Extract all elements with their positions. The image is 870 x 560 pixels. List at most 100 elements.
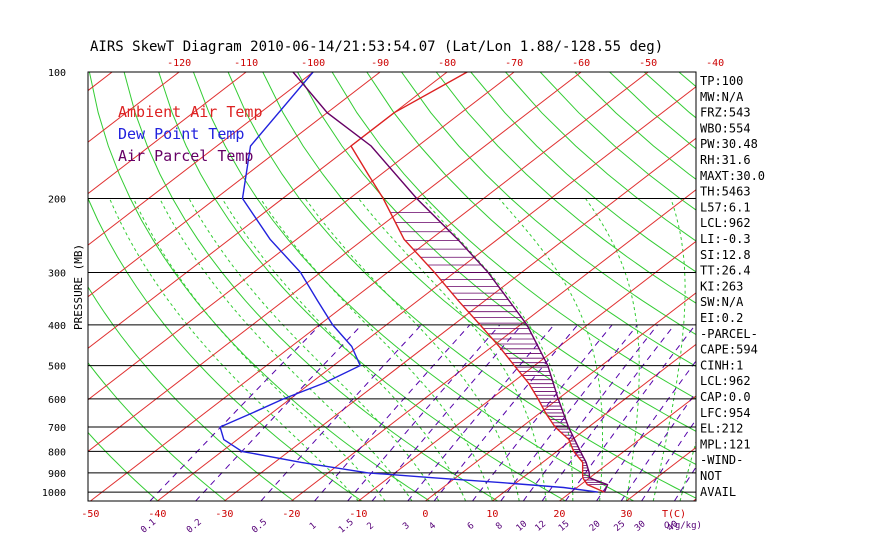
bottom-tick-label: 30: [620, 509, 632, 520]
bottom-tick-label: -40: [148, 509, 166, 520]
mixing-ratio-line: [620, 391, 696, 501]
dry-adiabat-line: [470, 72, 696, 273]
isobars: [88, 197, 696, 493]
dry-adiabat-line: [88, 197, 363, 501]
index-item: LCL:962: [700, 374, 751, 388]
index-item: MPL:121: [700, 437, 751, 451]
series-line-ambient-air-temp: [350, 72, 605, 493]
index-item: CINH:1: [700, 358, 743, 372]
plot-frame: [87, 71, 697, 502]
legend-entry: Dew Point Temp: [118, 125, 244, 143]
index-item: MAXT:30.0: [700, 169, 765, 183]
index-item: TH:5463: [700, 185, 751, 199]
dry-adiabat-line: [435, 72, 696, 304]
bottom-temp-ticks: -50 -40 -30 -20 -10 0 10 20 30: [81, 509, 632, 520]
index-item: LI:-0.3: [700, 232, 751, 246]
isotherm-line: [827, 72, 870, 501]
top-tick-label: -120: [167, 58, 191, 69]
pressure-tick-label: 800: [48, 447, 66, 458]
mixing-ratio-label: 0.1: [139, 517, 158, 535]
legend: Ambient Air Temp Dew Point Temp Air Parcel…: [118, 103, 263, 165]
top-tick-label: -50: [639, 58, 657, 69]
index-item: SI:12.8: [700, 248, 751, 262]
chart-title: AIRS SkewT Diagram 2010-06-14/21:53:54.0…: [90, 39, 663, 55]
dry-adiabat-line: [227, 72, 696, 499]
dry-adiabat-line: [88, 431, 159, 501]
pressure-tick-label: 400: [48, 321, 66, 332]
moist-adiabat-line: [221, 198, 467, 501]
index-item: -PARCEL-: [700, 327, 758, 341]
moist-adiabat-line: [304, 198, 520, 501]
mixing-ratio-line: [149, 324, 321, 501]
index-item: AVAIL: [700, 485, 736, 499]
dry-adiabat-line: [852, 72, 870, 501]
mixing-ratio-line: [433, 324, 578, 501]
isotherm-line: [88, 72, 247, 195]
top-tick-label: -70: [505, 58, 523, 69]
dry-adiabat-line: [818, 72, 870, 501]
mixing-ratio-line: [500, 324, 638, 501]
bottom-tick-label: -10: [349, 509, 367, 520]
mixing-ratio-label: 0.5: [250, 517, 269, 535]
index-item: KI:263: [700, 279, 743, 293]
mixing-ratio-line: [347, 324, 501, 501]
dry-adiabat-line: [748, 72, 870, 501]
mixing-ratio-label: 6: [466, 521, 477, 532]
moist-adiabat-line: [585, 198, 640, 501]
isotherm-line: [559, 395, 696, 501]
dry-adiabat-line: [783, 72, 870, 501]
pressure-tick-label: 900: [48, 469, 66, 480]
mixing-ratio-label: 0.2: [185, 517, 204, 535]
series-line-air-parcel-temp: [292, 72, 609, 493]
mixing-ratio-line: [641, 418, 696, 501]
moist-adiabat-line: [358, 198, 547, 501]
top-tick-label: -60: [572, 58, 590, 69]
mixing-ratio-label: 1: [308, 521, 319, 532]
isotherm-line: [0, 72, 45, 501]
isotherm-line: [760, 72, 870, 501]
dry-adiabat-line: [505, 72, 696, 242]
dry-adiabat-line: [88, 361, 227, 501]
dry-adiabat-line: [262, 72, 696, 466]
dry-adiabat-line: [297, 72, 696, 432]
y-axis-label: PRESSURE (MB): [72, 244, 85, 330]
bottom-tick-label: -20: [282, 509, 300, 520]
mixing-ratio-label: 15: [557, 519, 572, 534]
mixing-ratio-label: 20: [588, 519, 603, 534]
mixing-ratio-label: 25: [613, 519, 628, 534]
mixing-ratio-line: [541, 324, 675, 501]
top-tick-label: -80: [438, 58, 456, 69]
bottom-tick-label: -30: [215, 509, 233, 520]
top-tick-label: -100: [301, 58, 325, 69]
mixing-ratio-label: 3: [401, 521, 412, 532]
mixing-ratio-label: 4: [428, 521, 439, 532]
isotherm-line: [291, 189, 696, 501]
mixing-ratio-label: 30: [633, 519, 648, 534]
top-temp-ticks: -120 -110 -100 -90 -80 -70 -60 -50 -40: [167, 58, 724, 69]
profiles: [219, 72, 609, 493]
bottom-tick-label: 20: [553, 509, 565, 520]
dry-adiabat-line: [401, 72, 696, 336]
index-item: LCL:962: [700, 216, 751, 230]
index-item: CAPE:594: [700, 343, 758, 357]
pressure-tick-label: 300: [48, 268, 66, 279]
pressure-tick-label: 200: [48, 194, 66, 205]
moist-adiabat-line: [498, 198, 603, 501]
moist-adiabat-line: [259, 198, 493, 501]
mixing-ratio-label: 1.5: [337, 517, 356, 535]
index-item: WBO:554: [700, 121, 751, 135]
isotherm-line: [88, 72, 381, 298]
index-item: EL:212: [700, 422, 743, 436]
mixing-ratio-label: 12: [533, 519, 548, 534]
dry-adiabat-line: [88, 286, 295, 501]
mixing-ratio-label: 2: [366, 521, 377, 532]
moist-adiabat-line: [188, 198, 440, 501]
dry-adiabat-line: [88, 72, 430, 501]
mixing-ratio-labels: 0.1 0.2 0.5 1 1.5 2 3 4 6 8 10 12 15 20 25 30 40: [139, 517, 680, 535]
moist-adiabat-line: [159, 198, 413, 501]
series-line-dew-point-temp: [219, 72, 598, 493]
index-item: EI:0.2: [700, 311, 743, 325]
x-axis-label: T(C): [662, 509, 686, 520]
isotherm-line: [88, 72, 314, 246]
